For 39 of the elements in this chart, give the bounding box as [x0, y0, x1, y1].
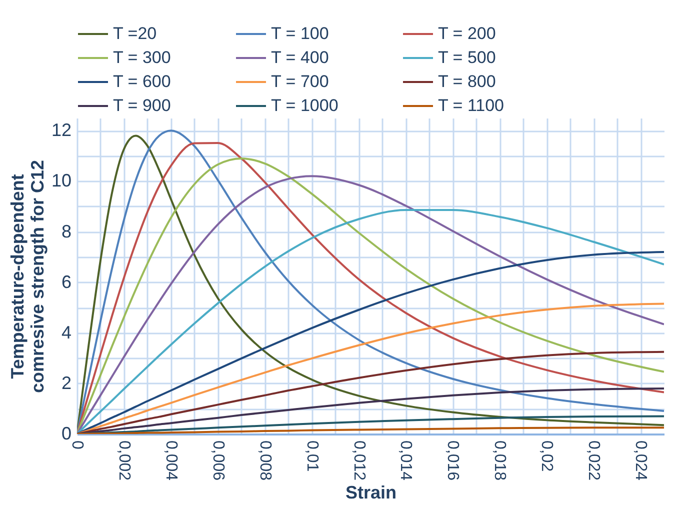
x-tick-label: 0,004	[162, 440, 180, 481]
x-axis-title: Strain	[345, 482, 397, 503]
y-tick-label: 2	[61, 372, 72, 393]
x-tick-label: 0,022	[585, 440, 602, 481]
y-tick-label: 0	[61, 424, 72, 444]
legend-label: T = 1100	[438, 96, 504, 115]
legend-label: T = 400	[271, 48, 329, 67]
x-tick-label: 0,014	[397, 440, 414, 481]
y-tick-label: 4	[61, 322, 72, 342]
legend-label: T = 100	[271, 24, 329, 43]
y-tick-label: 10	[51, 170, 72, 191]
legend-label: T = 900	[113, 96, 171, 115]
line-series	[77, 250, 664, 434]
x-tick-label: 0,024	[632, 440, 650, 481]
legend-label: T = 500	[438, 48, 496, 67]
y-tick-label: 6	[61, 272, 72, 292]
line-series	[77, 302, 664, 434]
y-tick-label: 8	[61, 221, 72, 242]
x-tick-label: 0,012	[350, 440, 368, 481]
line-series	[77, 426, 664, 434]
x-tick-label: 0,008	[256, 440, 274, 481]
x-tick-label: 0,01	[303, 440, 320, 472]
x-tick-label: 0,018	[491, 440, 508, 481]
line-series	[77, 387, 664, 434]
line-series	[77, 350, 664, 434]
x-tick-label: 0	[68, 440, 86, 450]
legend-label: T = 300	[113, 48, 171, 67]
legend-label: T = 200	[438, 24, 496, 43]
legend-label: T = 700	[271, 72, 329, 91]
legend-label: T = 600	[113, 72, 171, 91]
y-axis-title: Temperature-dependent comresive strength for C12	[7, 160, 48, 394]
x-tick-label: 0,02	[538, 440, 556, 472]
x-tick-label: 0,006	[209, 440, 226, 481]
legend-label: T = 1000	[271, 96, 338, 115]
x-tick-label: 0,016	[444, 440, 462, 481]
legend-label: T = 800	[438, 72, 496, 91]
x-tick-label: 0,002	[115, 440, 132, 481]
y-tick-label: 12	[51, 120, 72, 140]
legend-label: T =20	[113, 24, 157, 43]
